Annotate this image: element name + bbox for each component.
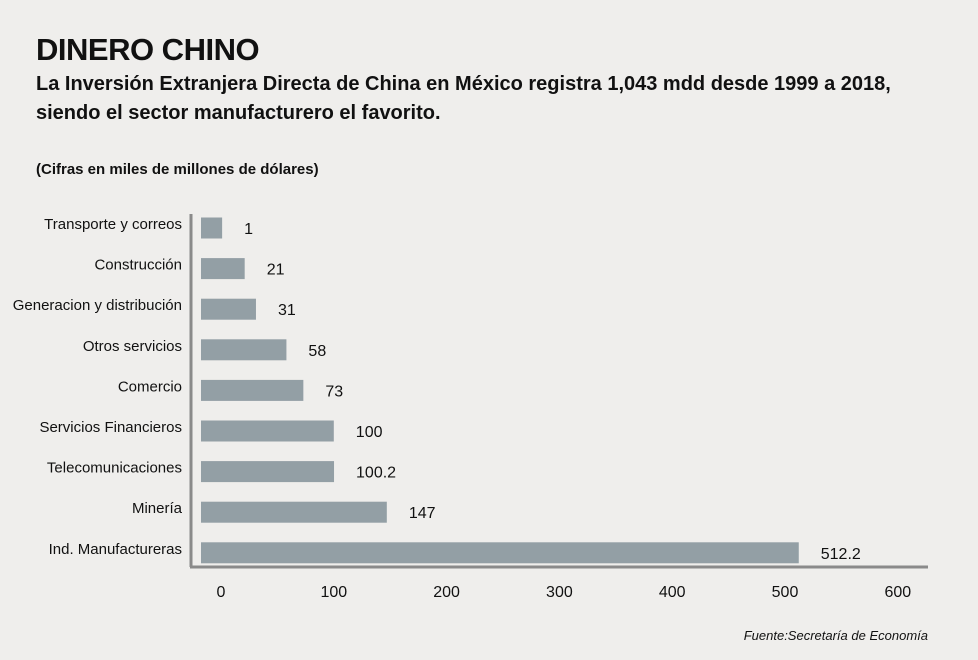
- bar: [201, 461, 335, 483]
- data-label: 58: [308, 343, 326, 360]
- chart-title: DINERO CHINO: [36, 32, 260, 67]
- x-tick-label: 300: [546, 584, 573, 601]
- bar-chart: Transporte y correos 1 Construcción 21 Gener…: [13, 214, 928, 601]
- data-label: 21: [267, 262, 285, 279]
- bar: [201, 420, 334, 442]
- x-tick-label: 400: [659, 584, 686, 601]
- bar: [201, 258, 245, 280]
- category-label: Comercio: [118, 378, 182, 395]
- category-label: Minería: [132, 500, 183, 517]
- units-note: (Cifras en miles de millones de dólares): [36, 161, 319, 178]
- data-label: 512.2: [821, 546, 861, 563]
- bar: [201, 339, 287, 361]
- x-tick-label: 200: [433, 584, 460, 601]
- data-label: 73: [325, 383, 343, 400]
- bar: [201, 542, 799, 564]
- category-label: Transporte y correos: [44, 216, 182, 233]
- category-label: Servicios Financieros: [39, 419, 182, 436]
- category-label: Ind. Manufactureras: [49, 541, 182, 558]
- x-tick-label: 600: [884, 584, 911, 601]
- category-label: Generacion y distribución: [13, 297, 182, 314]
- data-label: 1: [244, 221, 253, 238]
- data-label: 100: [356, 424, 383, 441]
- data-label: 147: [409, 505, 436, 522]
- category-label: Telecomunicaciones: [47, 460, 182, 477]
- bar: [201, 501, 387, 523]
- x-tick-label: 100: [320, 584, 347, 601]
- bar: [201, 298, 256, 320]
- bar: [201, 217, 223, 239]
- x-tick-label: 500: [772, 584, 799, 601]
- source-note: Fuente:Secretaría de Economía: [743, 628, 928, 643]
- data-label: 100.2: [356, 465, 396, 482]
- category-label: Otros servicios: [83, 338, 182, 355]
- category-label: Construcción: [94, 257, 182, 274]
- data-label: 31: [278, 302, 296, 319]
- x-tick-label: 0: [217, 584, 226, 601]
- bar: [201, 379, 304, 401]
- chart-subtitle: La Inversión Extranjera Directa de China…: [36, 73, 891, 124]
